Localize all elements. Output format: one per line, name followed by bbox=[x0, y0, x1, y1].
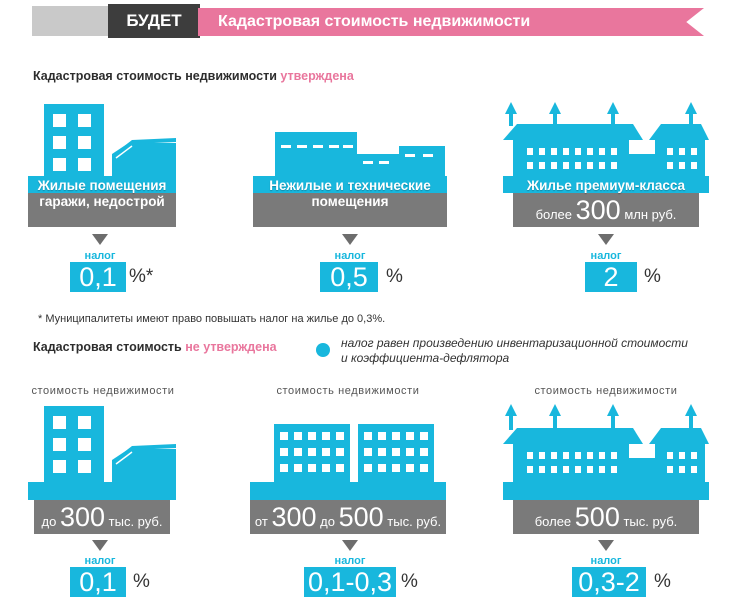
banner-title: Кадастровая стоимость недвижимости bbox=[198, 8, 704, 36]
section1-heading: Кадастровая стоимость недвижимости утвер… bbox=[33, 69, 354, 83]
tax-label: налог bbox=[334, 555, 366, 567]
column-label: стоимость недвижимости bbox=[31, 385, 175, 397]
arrow-down-icon bbox=[92, 234, 108, 245]
tax-label: налог bbox=[84, 555, 116, 567]
amount: до 300 тыс. руб. bbox=[34, 500, 170, 539]
premium-building-icon bbox=[503, 102, 709, 178]
amount-value: 300 bbox=[271, 502, 317, 532]
arrow-down-icon bbox=[598, 540, 614, 551]
premium-gray-bar bbox=[513, 193, 699, 227]
footnote: * Муниципалитеты имеют право повышать на… bbox=[38, 313, 386, 325]
tax-value: 0,1-0,3 bbox=[304, 567, 396, 597]
tax-label: налог bbox=[334, 250, 366, 262]
amount-unit: тыс. руб. bbox=[623, 514, 678, 529]
amount-mid: до bbox=[320, 514, 335, 529]
residential-gray-bar bbox=[28, 193, 176, 227]
amount-unit: тыс. руб. bbox=[108, 514, 163, 529]
tax-value: 0,5 bbox=[320, 262, 378, 292]
section2-heading: Кадастровая стоимость не утверждена bbox=[33, 340, 277, 354]
arrow-down-icon bbox=[342, 540, 358, 551]
nonresidential-building-icon bbox=[275, 132, 445, 178]
amount-value-2: 500 bbox=[338, 502, 384, 532]
amount-prefix: более bbox=[535, 207, 572, 222]
section2-heading-accent: не утверждена bbox=[185, 340, 277, 354]
tax-unit: % bbox=[401, 571, 418, 592]
premium-amount: более 300 млн руб. bbox=[513, 193, 699, 232]
premium-label-line1: Жилье премиум-класса bbox=[526, 178, 686, 193]
nonresidential-gray-bar bbox=[253, 193, 447, 227]
amount-value: 300 bbox=[575, 195, 621, 225]
tax-unit: % bbox=[386, 266, 403, 287]
amount-value: 500 bbox=[574, 502, 620, 532]
banner-tag: БУДЕТ bbox=[108, 4, 200, 38]
nonresidential-label-line1: Нежилые и технические bbox=[269, 178, 431, 193]
note-line1: налог равен произведению инвентаризацион… bbox=[341, 336, 688, 350]
residential-label-line1: Жилые помещения bbox=[37, 178, 167, 193]
section2-heading-text: Кадастровая стоимость bbox=[33, 340, 182, 354]
amount-value: 300 bbox=[59, 502, 106, 532]
note-text: налог равен произведению инвентаризацион… bbox=[341, 336, 721, 366]
residential-building-icon bbox=[44, 406, 176, 484]
tax-unit: % bbox=[133, 571, 150, 592]
amount-unit: млн руб. bbox=[624, 207, 677, 222]
gray-bar bbox=[250, 500, 446, 534]
column-label: стоимость недвижимости bbox=[534, 385, 678, 397]
amount: более 500 тыс. руб. bbox=[513, 500, 699, 539]
amount-prefix: до bbox=[41, 514, 57, 529]
strip bbox=[250, 482, 446, 500]
amount-prefix: более bbox=[534, 514, 572, 529]
arrow-down-icon bbox=[92, 540, 108, 551]
nonresidential-strip bbox=[253, 176, 447, 193]
premium-building-icon bbox=[503, 404, 709, 484]
tax-value: 0,3-2 bbox=[572, 567, 646, 597]
tax-value: 2 bbox=[585, 262, 637, 292]
nonresidential-label-line2: помещения bbox=[311, 194, 389, 209]
section1-heading-accent: утверждена bbox=[280, 69, 354, 83]
banner-gray-block bbox=[32, 6, 110, 36]
residential-strip bbox=[28, 176, 176, 193]
arrow-down-icon bbox=[598, 234, 614, 245]
arrow-down-icon bbox=[342, 234, 358, 245]
tax-unit: %* bbox=[129, 266, 154, 287]
tax-label: налог bbox=[84, 250, 116, 262]
gray-bar bbox=[34, 500, 170, 534]
gray-bar bbox=[513, 500, 699, 534]
residential-label-line2: гаражи, недострой bbox=[39, 194, 165, 209]
premium-strip bbox=[503, 176, 709, 193]
apartment-blocks-icon bbox=[274, 424, 434, 484]
tax-unit: % bbox=[654, 571, 671, 592]
strip bbox=[28, 482, 176, 500]
amount-prefix: от bbox=[254, 514, 268, 529]
section1-heading-text: Кадастровая стоимость недвижимости bbox=[33, 69, 277, 83]
tax-label: налог bbox=[590, 250, 622, 262]
amount: от 300 до 500 тыс. руб. bbox=[250, 500, 446, 539]
note-bullet-icon bbox=[316, 343, 330, 357]
tax-label: налог bbox=[590, 555, 622, 567]
note-line2: и коэффициента-дефлятора bbox=[341, 351, 510, 365]
tax-value: 0,1 bbox=[70, 567, 126, 597]
amount-unit: тыс. руб. bbox=[387, 514, 442, 529]
residential-building-icon bbox=[44, 104, 176, 178]
strip bbox=[503, 482, 709, 500]
column-label: стоимость недвижимости bbox=[276, 385, 420, 397]
tax-value: 0,1 bbox=[70, 262, 126, 292]
tax-unit: % bbox=[644, 266, 661, 287]
